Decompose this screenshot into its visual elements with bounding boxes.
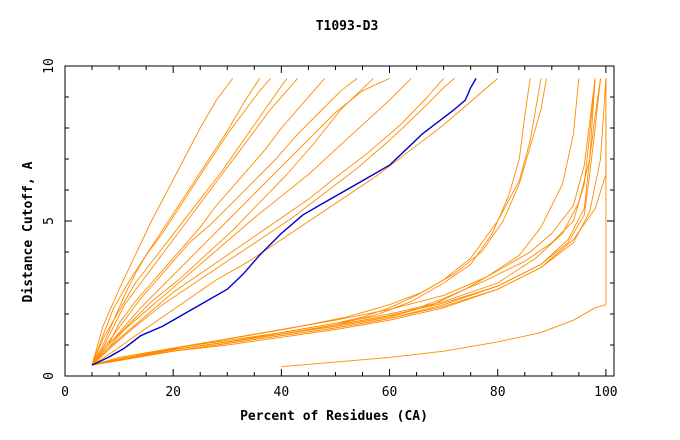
x-tick-label: 60 (382, 385, 398, 400)
y-tick-label: 0 (42, 372, 57, 380)
highlighted-series-line-0 (91, 78, 477, 366)
series-layer (91, 77, 607, 368)
y-axis-label: Distance Cutoff, A (21, 161, 36, 302)
y-tick-label: 5 (42, 217, 57, 225)
series-line-22 (91, 78, 596, 366)
series-line-3 (91, 78, 325, 366)
series-line-14 (91, 78, 542, 366)
x-tick-label: 100 (594, 385, 617, 400)
series-line-15 (91, 78, 531, 366)
series-line-6 (91, 77, 390, 366)
series-line-13 (91, 78, 374, 366)
series-line-1 (91, 78, 271, 366)
series-line-25 (91, 78, 580, 366)
chart-title: T1093-D3 (316, 19, 379, 34)
x-axis-label: Percent of Residues (CA) (240, 409, 428, 424)
series-line-11 (91, 78, 288, 366)
series-line-10 (91, 78, 234, 366)
x-tick-label: 20 (165, 385, 181, 400)
axes-layer: 0 20 40 60 80 100 0 5 10 (42, 58, 618, 400)
series-line-8 (91, 78, 444, 366)
y-tick-label: 10 (42, 58, 57, 74)
plot-frame (64, 65, 615, 377)
series-line-4 (91, 78, 358, 366)
series-line-7 (91, 78, 412, 366)
x-tick-label: 80 (490, 385, 506, 400)
series-line-2 (91, 78, 298, 366)
series-line-24 (281, 78, 607, 368)
series-line-16 (91, 78, 547, 366)
x-tick-label: 40 (274, 385, 290, 400)
x-tick-label: 0 (61, 385, 69, 400)
series-line-9 (91, 78, 498, 366)
series-line-23 (91, 78, 607, 366)
series-line-5 (91, 78, 261, 366)
series-line-12 (91, 78, 455, 366)
